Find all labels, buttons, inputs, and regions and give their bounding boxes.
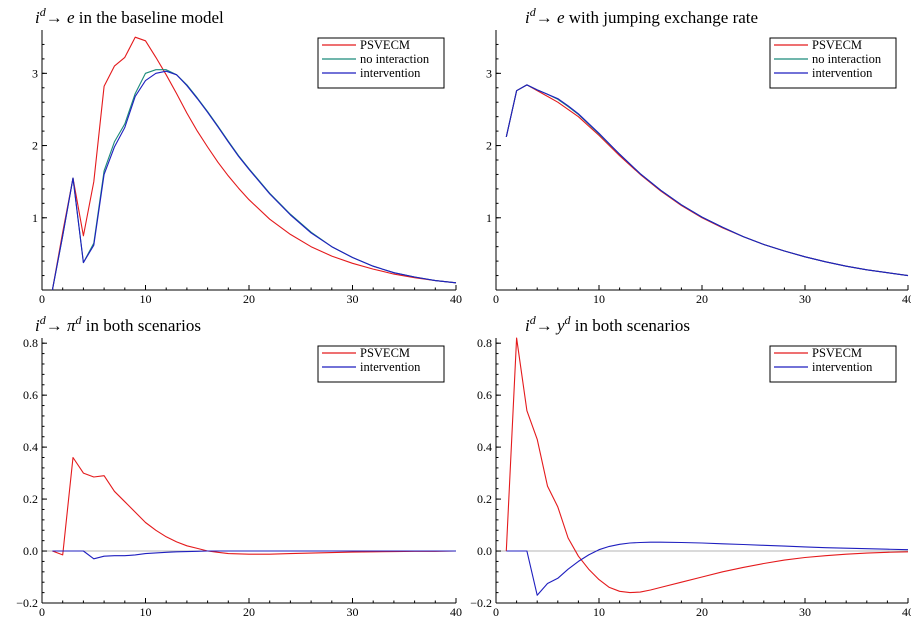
- y-tick-label: 3: [486, 66, 492, 80]
- x-tick-label: 20: [696, 292, 708, 306]
- x-tick-label: 20: [243, 292, 255, 306]
- series-line-intervention: [52, 550, 456, 560]
- x-tick-label: 30: [347, 605, 359, 617]
- series-line-intervention: [51, 70, 457, 291]
- series-line-psvecm: [505, 84, 909, 277]
- legend-label: PSVECM: [812, 346, 862, 360]
- legend-label: no interaction: [812, 52, 882, 66]
- y-tick-label: −0.2: [16, 596, 38, 610]
- x-tick-label: 0: [39, 292, 45, 306]
- x-tick-label: 10: [593, 605, 605, 617]
- series-line-intervention: [506, 541, 909, 596]
- legend-label: PSVECM: [360, 38, 410, 52]
- legend-label: intervention: [360, 66, 421, 80]
- chart-panel-4: 0 10 20 30 40 −0.2 0.0 0.2 0.4 0.6 0.8 PSVECMinterv…: [470, 313, 911, 617]
- x-tick-label: 40: [902, 605, 911, 617]
- legend-label: PSVECM: [360, 346, 410, 360]
- series-line-psvecm: [505, 337, 909, 594]
- series-line-no-interaction: [51, 69, 457, 291]
- x-tick-label: 40: [450, 292, 462, 306]
- x-tick-label: 40: [902, 292, 911, 306]
- legend-label: PSVECM: [812, 38, 862, 52]
- legend-box: [769, 37, 897, 89]
- x-tick-label: 10: [140, 292, 152, 306]
- y-tick-label: 0.2: [477, 492, 492, 506]
- x-tick-label: 30: [347, 292, 359, 306]
- panel-title: id→ πd in both scenarios: [35, 313, 201, 335]
- y-tick-label: 3: [32, 66, 38, 80]
- y-tick-label: 2: [486, 139, 492, 153]
- series-line-psvecm: [52, 456, 457, 556]
- y-tick-label: 0.2: [23, 492, 38, 506]
- y-tick-label: 0.6: [23, 388, 38, 402]
- y-tick-label: 0.0: [23, 544, 38, 558]
- y-tick-label: −0.2: [470, 596, 492, 610]
- x-tick-label: 10: [140, 605, 152, 617]
- y-tick-label: 0.4: [477, 440, 492, 454]
- legend-label: intervention: [812, 66, 873, 80]
- legend-label: intervention: [360, 360, 421, 374]
- series-line-no-interaction: [505, 84, 909, 277]
- x-tick-label: 0: [493, 292, 499, 306]
- x-tick-label: 40: [450, 605, 462, 617]
- x-tick-label: 0: [39, 605, 45, 617]
- x-tick-label: 0: [493, 605, 499, 617]
- legend-label: no interaction: [360, 52, 430, 66]
- y-tick-label: 0.4: [23, 440, 38, 454]
- legend-box: [317, 37, 445, 89]
- series-line-psvecm: [51, 36, 457, 291]
- x-tick-label: 20: [243, 605, 255, 617]
- y-tick-label: 1: [486, 211, 492, 225]
- x-tick-label: 30: [799, 605, 811, 617]
- series-line-intervention: [505, 84, 909, 277]
- y-tick-label: 0.8: [23, 336, 38, 350]
- y-tick-label: 2: [32, 139, 38, 153]
- y-tick-label: 1: [32, 211, 38, 225]
- x-tick-label: 10: [593, 292, 605, 306]
- y-tick-label: 0.6: [477, 388, 492, 402]
- legend-box: [769, 345, 897, 383]
- panel-title: id→ e with jumping exchange rate: [525, 5, 758, 27]
- x-tick-label: 30: [799, 292, 811, 306]
- panel-title: id→ yd in both scenarios: [525, 313, 690, 335]
- legend-box: [317, 345, 445, 383]
- legend-label: intervention: [812, 360, 873, 374]
- y-tick-label: 0.8: [477, 336, 492, 350]
- y-tick-label: 0.0: [477, 544, 492, 558]
- x-tick-label: 20: [696, 605, 708, 617]
- chart-panel-3: 0 10 20 30 40 −0.2 0.0 0.2 0.4 0.6 0.8 PSVECMinterv…: [16, 313, 462, 617]
- panel-title: id→ e in the baseline model: [35, 5, 224, 27]
